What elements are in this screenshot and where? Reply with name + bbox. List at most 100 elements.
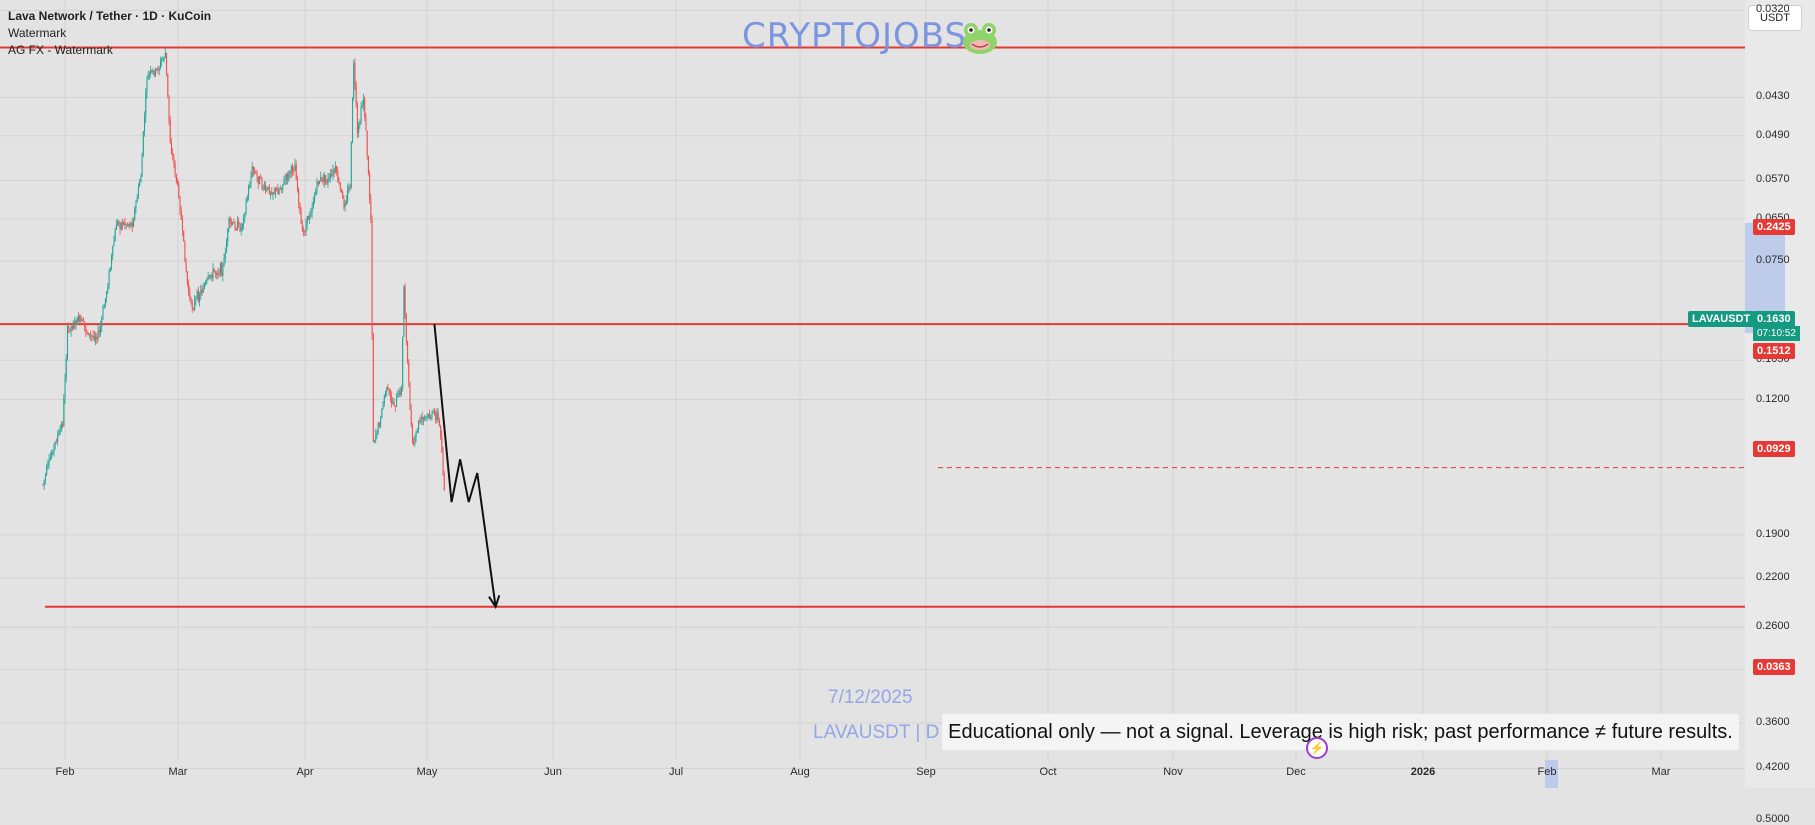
candle-body: [212, 268, 214, 279]
candle-body: [404, 286, 406, 315]
candle-body: [321, 177, 323, 179]
candle-body: [159, 61, 162, 69]
candle-body: [394, 405, 396, 407]
candle-body: [157, 68, 159, 71]
candle-body: [415, 432, 417, 437]
candle-body: [120, 222, 122, 230]
candle-body: [104, 298, 106, 306]
indicator-watermark[interactable]: Watermark: [8, 26, 67, 40]
candle-body: [317, 181, 319, 185]
candle-body: [411, 425, 414, 443]
candle-body: [54, 441, 56, 445]
candle-body: [141, 155, 143, 177]
candle-body: [96, 336, 98, 340]
candle-body: [180, 210, 182, 220]
candle-body: [175, 174, 177, 182]
candle-body: [257, 176, 259, 185]
candle-body: [207, 276, 209, 280]
indicator-ag-fx-watermark[interactable]: AG FX - Watermark: [8, 43, 113, 57]
candle-body: [271, 192, 273, 195]
candle-body: [329, 173, 332, 178]
candle-body: [362, 98, 365, 106]
candle-body: [169, 119, 171, 144]
candle-body: [81, 319, 83, 322]
candle-body: [210, 274, 212, 276]
candle-body: [199, 295, 201, 302]
candle-body: [173, 156, 175, 164]
time-tick-label: Mar: [1651, 766, 1671, 778]
candle-body: [383, 395, 385, 404]
candle-body: [112, 245, 114, 256]
symbol-title[interactable]: Lava Network / Tether · 1D · KuCoin: [8, 9, 212, 23]
candle-body: [351, 97, 354, 143]
candle-body: [328, 177, 330, 179]
candle-body: [46, 466, 48, 475]
candle-body: [320, 177, 322, 181]
candle-body: [203, 284, 206, 289]
candle-body: [358, 124, 360, 133]
candle-body: [366, 130, 368, 157]
candle-body: [426, 416, 428, 418]
lightning-bolt-icon[interactable]: ⚡: [1306, 737, 1328, 759]
candle-body: [244, 213, 246, 218]
candle-body: [86, 331, 88, 333]
candle-body: [276, 187, 278, 190]
candle-body: [246, 196, 248, 202]
candle-body: [144, 117, 146, 132]
candle-body: [372, 333, 374, 442]
candle-body: [95, 336, 97, 340]
projection-path: [433, 324, 501, 609]
candle-body: [197, 291, 199, 302]
price-chart[interactable]: [0, 0, 1815, 788]
candle-body: [376, 431, 378, 435]
candle-body: [312, 201, 314, 208]
candle-body: [435, 413, 437, 421]
candle-body: [90, 333, 92, 336]
candle-body: [418, 420, 420, 431]
candle-body: [91, 335, 93, 337]
candle-body: [119, 223, 121, 230]
price-tick-label: 0.0490: [1756, 128, 1790, 141]
candle-body: [333, 170, 335, 173]
mid-level-price-tag: 0.0929: [1753, 441, 1795, 457]
candle-body: [107, 286, 109, 292]
candle-body: [289, 171, 291, 174]
candle-body: [386, 387, 388, 392]
candle-body: [221, 262, 223, 276]
candle-body: [148, 73, 151, 75]
candle-body: [189, 292, 191, 298]
candle-body: [211, 274, 213, 279]
candle-body: [131, 222, 133, 227]
brand-watermark: CRYPTOJOBS: [742, 16, 968, 56]
candle-body: [130, 222, 132, 227]
candle-body: [229, 218, 231, 223]
candle-body: [429, 414, 431, 419]
candle-body: [315, 189, 317, 196]
candle-body: [135, 202, 137, 208]
candle-body: [109, 267, 111, 272]
candle-body: [299, 203, 301, 212]
candle-body: [162, 58, 164, 61]
candle-body: [155, 68, 157, 76]
disclaimer-banner: Educational only — not a signal. Leverag…: [942, 714, 1739, 750]
candle-body: [360, 106, 362, 123]
frog-icon: [963, 23, 997, 54]
candle-body: [223, 258, 225, 267]
candle-body: [124, 222, 126, 226]
candle-body: [343, 198, 345, 208]
candle-body: [332, 170, 334, 176]
candle-body: [80, 315, 82, 322]
candle-body: [205, 281, 207, 285]
candle-body: [381, 408, 383, 419]
candle-body: [167, 73, 169, 96]
candle-body: [125, 224, 127, 226]
candle-body: [421, 416, 423, 420]
candle-body: [295, 164, 297, 181]
currency-button[interactable]: USDT: [1748, 5, 1802, 31]
candle-body: [365, 117, 367, 131]
candle-body: [416, 430, 418, 433]
candle-body: [438, 420, 440, 426]
candle-body: [281, 188, 283, 190]
candle-body: [279, 188, 281, 190]
time-tick-label: Jun: [544, 766, 562, 778]
